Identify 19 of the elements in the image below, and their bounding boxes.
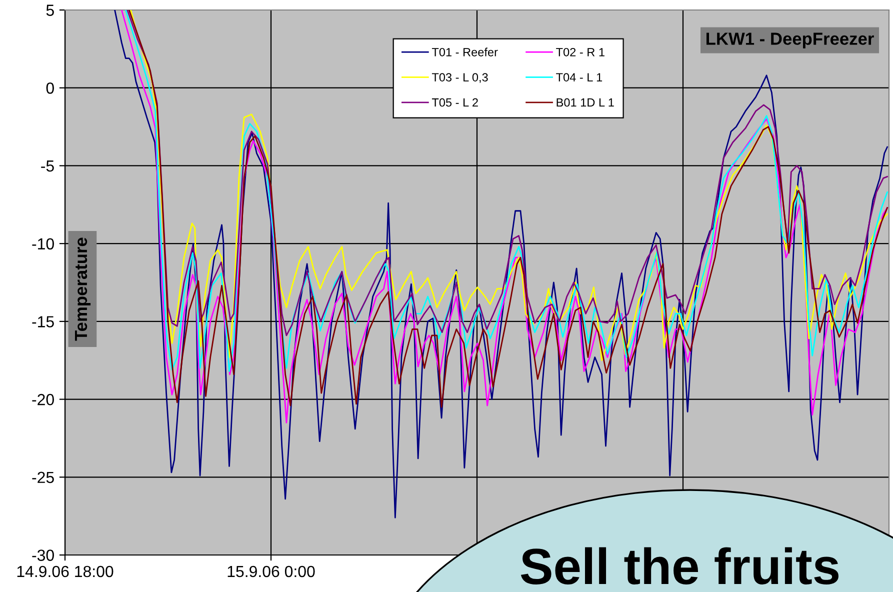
text: LKW1 - DeepFreezer: [706, 32, 874, 48]
x-tick-label: 15.9.06 0:00: [228, 566, 315, 578]
annotation: Sell the fruits: [520, 547, 838, 584]
y-axis-title: Temperature: [75, 238, 91, 341]
legend-label: T01 - Reefer: [432, 48, 498, 56]
y-tick-label: 0: [46, 82, 54, 94]
y-tick-label: -5: [41, 160, 54, 172]
legend-label: T03 - L 0,3: [432, 73, 488, 83]
y-tick-label: -10: [32, 238, 54, 250]
x-tick-label: 14.9.06 18:00: [17, 566, 114, 578]
legend-label: T05 - L 2: [432, 98, 478, 107]
legend-label: T04 - L 1: [556, 73, 602, 82]
legend-label: T02 - R 1: [556, 48, 604, 56]
y-tick-label: 5: [46, 4, 54, 16]
y-tick-label: -20: [32, 394, 54, 406]
y-tick-label: -25: [32, 472, 54, 484]
y-tick-label: -30: [32, 550, 54, 561]
y-tick-label: -15: [32, 316, 54, 328]
legend-label: B01 1D L 1: [556, 98, 614, 107]
